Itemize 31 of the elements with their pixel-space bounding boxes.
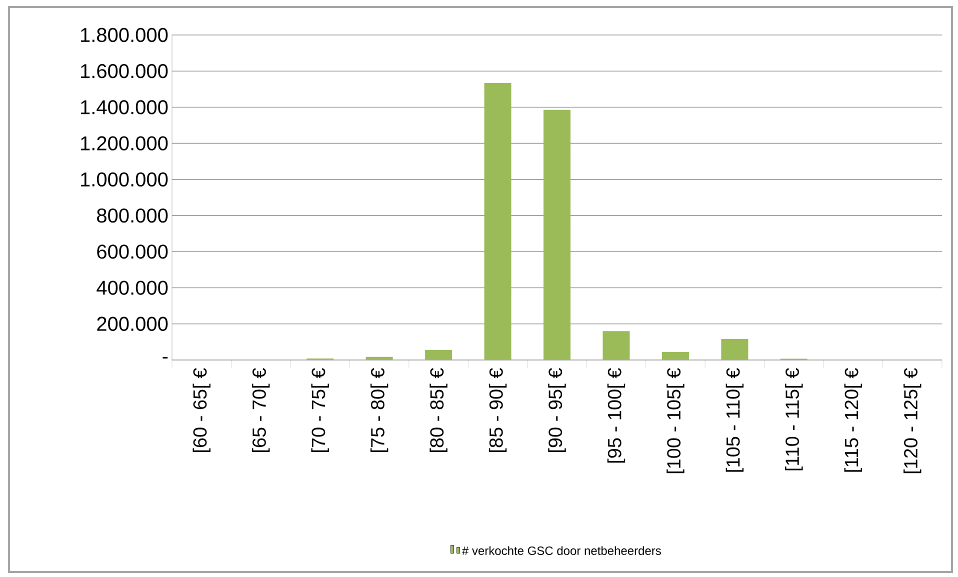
bar [602, 331, 630, 360]
x-tick-label: [75 - 80[ € [370, 368, 388, 452]
x-tick-label: [100 - 105[ € [666, 368, 684, 474]
y-tick-label: 1.400.000 [81, 100, 168, 114]
x-tick-label: [110 - 115[ € [785, 368, 803, 470]
x-tick-label: [80 - 85[ € [430, 368, 448, 452]
y-tick-label: - [162, 356, 168, 359]
bar [721, 339, 748, 360]
y-tick-label: 200.000 [97, 316, 168, 331]
x-tick-label: [115 - 120[ € [844, 368, 862, 472]
x-tick-label: [95 - 100[ € [607, 368, 626, 463]
x-tick-label: [85 - 90[ € [488, 368, 507, 452]
bar [484, 83, 512, 360]
y-tick-label: 800.000 [97, 208, 168, 223]
x-tick-label: [60 - 65[ € [192, 368, 210, 452]
x-tick-label: [90 - 95[ € [548, 368, 566, 452]
bar [425, 350, 452, 360]
x-tick-label: [65 - 70[ € [252, 368, 270, 452]
y-tick-label: 400.000 [96, 280, 168, 295]
bar [544, 110, 571, 360]
x-tick-label: [120 - 125[ € [904, 368, 922, 474]
bar [366, 356, 393, 360]
y-tick-label: 1.800.000 [81, 28, 168, 42]
y-tick-label: 1.200.000 [81, 136, 168, 150]
x-tick-label: [105 - 110[ € [726, 368, 744, 472]
x-tick-label: [70 - 75[ € [311, 368, 329, 452]
y-tick-label: 1.600.000 [81, 64, 168, 78]
y-tick-label: 600.000 [97, 244, 168, 259]
y-tick-label: 1.000.000 [81, 172, 168, 187]
legend-label: # verkochte GSC door netbeheerders [462, 546, 661, 555]
bar [662, 352, 689, 360]
